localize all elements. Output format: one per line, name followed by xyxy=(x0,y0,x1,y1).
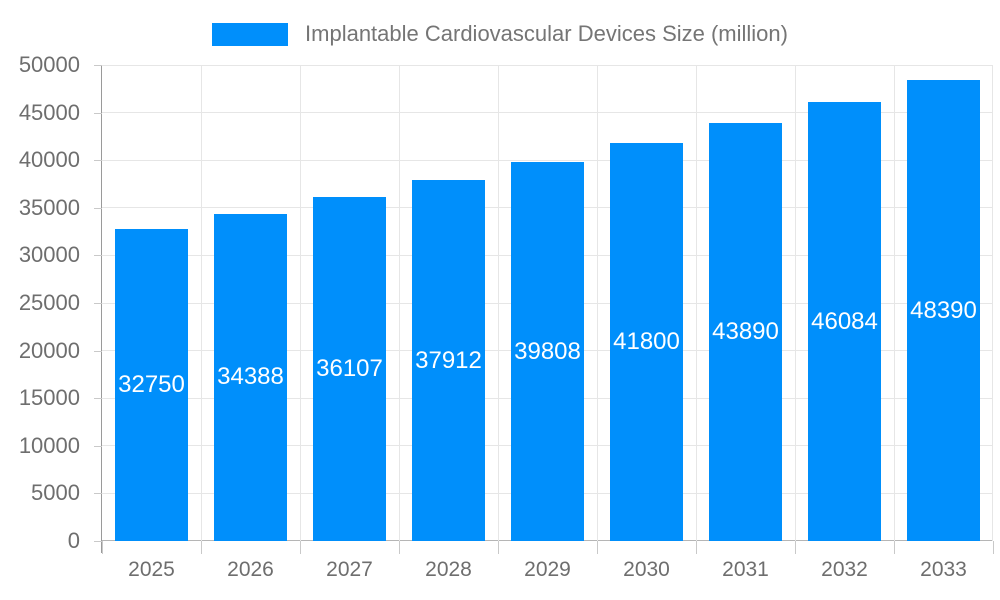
y-axis-tick xyxy=(94,445,102,447)
h-gridline xyxy=(102,64,993,66)
x-axis-label: 2030 xyxy=(623,558,670,581)
x-axis-tick xyxy=(992,541,994,554)
x-axis-label: 2032 xyxy=(821,558,868,581)
x-axis-label: 2027 xyxy=(326,558,373,581)
bar: 46084 xyxy=(808,102,881,541)
v-gridline xyxy=(795,65,796,541)
y-axis-tick xyxy=(94,541,102,542)
y-axis-tick xyxy=(94,255,102,257)
y-axis-label: 50000 xyxy=(18,52,80,77)
h-gridline xyxy=(102,112,993,114)
y-axis-label: 15000 xyxy=(18,385,80,411)
x-axis-label: 2029 xyxy=(524,558,571,581)
x-axis-label: 2031 xyxy=(722,558,769,581)
x-axis-label: 2025 xyxy=(128,558,175,581)
y-axis-label: 5000 xyxy=(31,480,80,506)
x-axis-tick xyxy=(893,541,895,554)
bar-value-label: 46084 xyxy=(811,307,878,335)
y-axis-label: 20000 xyxy=(18,337,80,363)
bar: 34388 xyxy=(214,213,287,541)
y-axis-label: 35000 xyxy=(18,194,80,220)
h-gridline xyxy=(102,159,993,161)
legend-label: Implantable Cardiovascular Devices Size … xyxy=(305,21,788,46)
y-axis-tick xyxy=(94,65,102,66)
y-axis-tick xyxy=(94,160,102,162)
y-axis-tick xyxy=(94,398,102,400)
y-axis-label: 0 xyxy=(67,528,80,553)
y-axis-tick xyxy=(94,112,102,114)
v-gridline xyxy=(894,65,895,541)
plot-area: 32750 34388 36107 37912 39808 41800 43890 46084… xyxy=(102,64,993,541)
v-gridline xyxy=(992,65,993,541)
v-gridline xyxy=(300,65,301,541)
bar: 43890 xyxy=(709,123,782,541)
x-axis-tick xyxy=(794,541,796,554)
v-gridline xyxy=(696,65,697,541)
y-axis-tick xyxy=(94,350,102,352)
x-axis-tick xyxy=(200,541,202,554)
x-axis-tick xyxy=(299,541,301,554)
x-axis-tick xyxy=(695,541,697,554)
legend-swatch xyxy=(212,22,289,46)
bar-value-label: 48390 xyxy=(910,296,977,324)
y-axis-label: 45000 xyxy=(18,99,80,125)
x-axis-tick xyxy=(398,541,400,554)
bar-value-label: 36107 xyxy=(316,355,383,383)
legend-item[interactable]: Implantable Cardiovascular Devices Size … xyxy=(212,21,788,47)
bar-value-label: 43890 xyxy=(712,318,779,346)
bar-value-label: 41800 xyxy=(613,328,680,356)
y-axis-label: 30000 xyxy=(18,242,80,268)
y-axis-line xyxy=(101,65,102,553)
v-gridline xyxy=(498,65,499,541)
v-gridline xyxy=(597,65,598,541)
x-axis-tick xyxy=(596,541,598,554)
y-axis-label: 10000 xyxy=(18,432,80,458)
x-axis-tick xyxy=(497,541,499,554)
x-axis-label: 2026 xyxy=(227,558,274,581)
bar: 41800 xyxy=(610,143,683,541)
x-axis-label: 2033 xyxy=(920,558,967,581)
bar: 32750 xyxy=(115,229,188,541)
bar: 39808 xyxy=(511,162,584,541)
x-axis-label: 2028 xyxy=(425,558,472,581)
bar: 48390 xyxy=(907,80,980,541)
bar-value-label: 39808 xyxy=(514,337,581,365)
y-axis-tick xyxy=(94,303,102,304)
v-gridline xyxy=(201,65,202,541)
bar: 37912 xyxy=(412,180,485,541)
v-gridline xyxy=(399,65,400,541)
y-axis-tick xyxy=(94,207,102,209)
y-axis-label: 40000 xyxy=(18,147,80,173)
bar: 36107 xyxy=(313,197,386,541)
y-axis-tick xyxy=(94,493,102,495)
bar-value-label: 32750 xyxy=(118,371,185,399)
y-axis-label: 25000 xyxy=(18,290,80,315)
bar-value-label: 34388 xyxy=(217,363,284,391)
bar-value-label: 37912 xyxy=(415,346,482,374)
x-axis-tick xyxy=(101,541,103,554)
legend: Implantable Cardiovascular Devices Size … xyxy=(0,20,1000,48)
